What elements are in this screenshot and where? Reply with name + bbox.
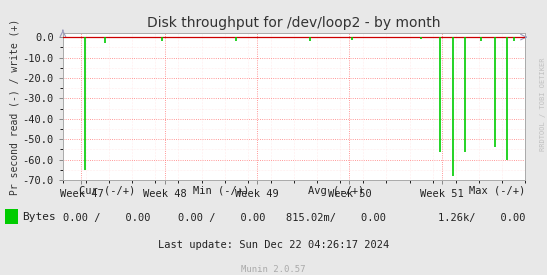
Text: 0.00 /    0.00: 0.00 / 0.00 <box>63 213 150 223</box>
Text: Bytes: Bytes <box>22 211 56 222</box>
Title: Disk throughput for /dev/loop2 - by month: Disk throughput for /dev/loop2 - by mont… <box>147 16 441 31</box>
Text: Munin 2.0.57: Munin 2.0.57 <box>241 265 306 274</box>
Text: Max (-/+): Max (-/+) <box>469 186 525 196</box>
Text: Cur (-/+): Cur (-/+) <box>79 186 135 196</box>
Y-axis label: Pr second read (-) / write (+): Pr second read (-) / write (+) <box>10 18 20 195</box>
Text: 815.02m/    0.00: 815.02m/ 0.00 <box>287 213 386 223</box>
Text: RRDTOOL / TOBI OETIKER: RRDTOOL / TOBI OETIKER <box>540 58 546 151</box>
Text: 1.26k/    0.00: 1.26k/ 0.00 <box>438 213 525 223</box>
Text: Min (-/+): Min (-/+) <box>194 186 249 196</box>
Text: Last update: Sun Dec 22 04:26:17 2024: Last update: Sun Dec 22 04:26:17 2024 <box>158 240 389 249</box>
Text: Avg (-/+): Avg (-/+) <box>309 186 364 196</box>
Text: 0.00 /    0.00: 0.00 / 0.00 <box>178 213 265 223</box>
